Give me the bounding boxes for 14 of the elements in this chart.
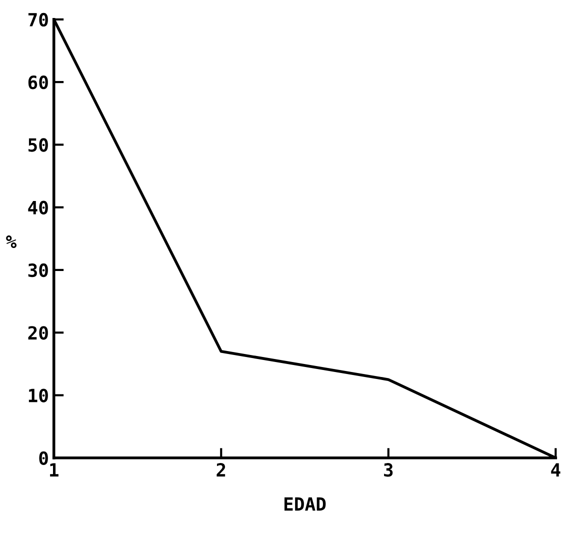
x-tick-label: 2 [216, 463, 226, 476]
y-axis-title: % [6, 235, 17, 248]
y-tick-label: 70 [28, 12, 48, 27]
y-tick-label: 20 [28, 326, 48, 340]
y-tick-label: 60 [28, 76, 48, 90]
y-tick-label: 0 [39, 451, 48, 465]
x-tick-label: 3 [384, 463, 393, 477]
x-tick-label: 1 [50, 463, 58, 476]
y-tick-label: 10 [28, 388, 48, 402]
y-tick-label: 30 [28, 263, 48, 278]
x-tick-label: 4 [551, 463, 560, 476]
y-tick-label: 40 [28, 200, 48, 214]
x-axis-title: EDAD [284, 497, 326, 511]
y-tick-label: 50 [28, 138, 48, 152]
